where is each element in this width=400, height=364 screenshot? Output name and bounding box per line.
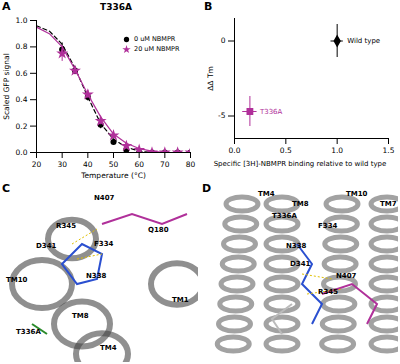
- svg-text:0.0: 0.0: [16, 148, 28, 157]
- svg-text:F334: F334: [94, 240, 114, 248]
- svg-text:TM10: TM10: [6, 276, 28, 284]
- svg-text:N338: N338: [286, 242, 307, 250]
- svg-text:0.6: 0.6: [16, 69, 28, 78]
- svg-text:TM8: TM8: [292, 200, 309, 208]
- html-text:Specific [3H]-NBMPR binding re: Specific [3H]-NBMPR binding relative to …: [213, 160, 387, 168]
- svg-text:80: 80: [186, 160, 196, 169]
- svg-text:70: 70: [160, 160, 170, 169]
- html-text:D: D: [202, 182, 212, 195]
- svg-text:F334: F334: [318, 222, 338, 230]
- svg-text:30: 30: [57, 160, 67, 169]
- svg-text:1.0: 1.0: [331, 146, 343, 155]
- svg-text:0: 0: [221, 36, 226, 45]
- svg-text:0.5: 0.5: [280, 146, 292, 155]
- svg-text:TM7: TM7: [380, 200, 397, 208]
- svg-text:N338: N338: [86, 272, 107, 280]
- svg-text:0.0: 0.0: [229, 146, 241, 155]
- svg-text:20: 20: [32, 160, 42, 169]
- svg-text:0.8: 0.8: [16, 42, 28, 51]
- html-text:20 uM NBMPR: 20 uM NBMPR: [134, 45, 180, 53]
- svg-text:0.2: 0.2: [16, 122, 28, 131]
- html-text:B: B: [204, 0, 213, 13]
- html-text:C: C: [2, 182, 11, 195]
- svg-text:TM8: TM8: [72, 312, 89, 320]
- svg-text:Q180: Q180: [148, 226, 169, 234]
- html-text:0 uM NBMPR: 0 uM NBMPR: [134, 35, 176, 43]
- svg-text:-5: -5: [218, 111, 226, 120]
- svg-text:Wild type: Wild type: [347, 37, 380, 45]
- svg-text:0.4: 0.4: [16, 95, 28, 104]
- svg-text:T336A: T336A: [259, 108, 283, 116]
- svg-text:R345: R345: [56, 222, 76, 230]
- svg-text:TM1: TM1: [172, 296, 189, 304]
- svg-text:TM4: TM4: [100, 344, 117, 352]
- svg-text:T336A: T336A: [272, 212, 297, 220]
- svg-text:T336A: T336A: [16, 328, 41, 336]
- svg-text:Temperature (°C): Temperature (°C): [80, 171, 146, 180]
- svg-text:D341: D341: [290, 260, 311, 268]
- svg-text:N407: N407: [336, 272, 357, 280]
- svg-text:ΔΔ Tm: ΔΔ Tm: [206, 66, 215, 91]
- html-text:T336A: T336A: [100, 2, 132, 12]
- svg-text:N407: N407: [94, 194, 115, 202]
- svg-text:60: 60: [134, 160, 144, 169]
- svg-text:50: 50: [109, 160, 119, 169]
- svg-text:Scaled GFP signal: Scaled GFP signal: [2, 53, 11, 120]
- svg-text:1.0: 1.0: [16, 16, 28, 25]
- svg-text:40: 40: [83, 160, 93, 169]
- svg-text:R345: R345: [318, 288, 338, 296]
- svg-text:TM4: TM4: [258, 190, 275, 198]
- svg-text:TM10: TM10: [346, 190, 368, 198]
- html-text:A: A: [2, 0, 11, 13]
- svg-text:1.5: 1.5: [383, 146, 395, 155]
- svg-text:D341: D341: [36, 242, 57, 250]
